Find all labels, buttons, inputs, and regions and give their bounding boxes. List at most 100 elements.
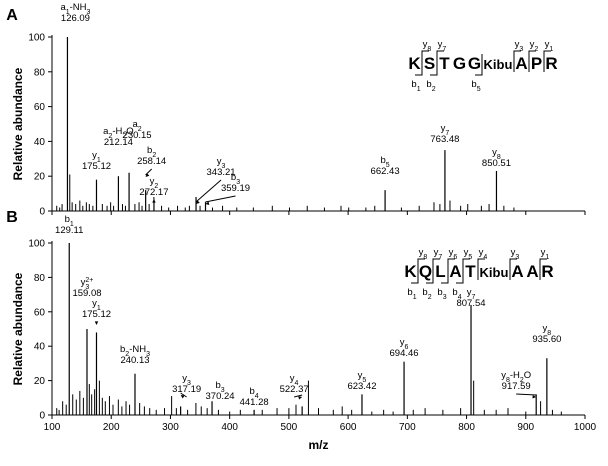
b-fragment-bracket bbox=[441, 262, 449, 284]
y-fragment-label: y1 bbox=[545, 39, 554, 53]
y-tick-label: 80 bbox=[34, 67, 46, 78]
peak-mz-label: 212.14 bbox=[104, 137, 133, 148]
peak-arrowhead bbox=[195, 200, 200, 204]
peak-ion-label: b5 bbox=[380, 155, 389, 169]
b-fragment-bracket bbox=[475, 54, 483, 76]
x-tick-label: 600 bbox=[340, 422, 357, 433]
peak-ion-label: a1-NH3 bbox=[60, 2, 90, 16]
panel-letter: A bbox=[6, 7, 18, 24]
y-fragment-bracket bbox=[513, 50, 521, 72]
peak-ion-label: y4 bbox=[290, 373, 299, 387]
y-tick-label: 0 bbox=[39, 411, 45, 422]
peak-ion-label: y1 bbox=[92, 150, 101, 164]
peak-mz-label: 917.59 bbox=[502, 381, 531, 392]
residue-q: Q bbox=[419, 262, 432, 281]
y-axis-title: Relative abundance bbox=[11, 272, 25, 385]
peak-mz-label: 623.42 bbox=[347, 381, 376, 392]
y-axis-title: Relative abundance bbox=[11, 67, 25, 180]
x-tick-label: 400 bbox=[221, 422, 238, 433]
b-fragment-label: b2 bbox=[422, 287, 431, 301]
residue-r: R bbox=[541, 262, 553, 281]
peak-ion-label: a2-H2O bbox=[103, 126, 134, 140]
peak-mz-label: 935.60 bbox=[532, 334, 561, 345]
peak-mz-label: 230.15 bbox=[123, 130, 152, 141]
peak-ion-label: b4 bbox=[250, 386, 259, 400]
y-fragment-label: y8 bbox=[423, 39, 432, 53]
peak-mz-label: 258.14 bbox=[137, 156, 166, 167]
residue-s: S bbox=[424, 54, 435, 73]
residue-l: L bbox=[435, 262, 445, 281]
peak-ion-label: y6 bbox=[400, 337, 409, 351]
peak-mz-label: 370.24 bbox=[206, 391, 235, 402]
residue-t: T bbox=[465, 262, 476, 281]
peak-arrow bbox=[195, 179, 222, 203]
peak-arrowhead bbox=[298, 396, 303, 400]
y-fragment-label: y6 bbox=[449, 247, 458, 261]
peak-mz-label: 763.48 bbox=[430, 134, 459, 145]
x-tick-label: 900 bbox=[517, 422, 534, 433]
residue-r: R bbox=[545, 54, 557, 73]
x-tick-label: 500 bbox=[281, 422, 298, 433]
b-fragment-label: b2 bbox=[426, 79, 435, 93]
residue-k: K bbox=[408, 54, 421, 73]
b-fragment-bracket bbox=[456, 262, 464, 284]
peak-ion-label: y1 bbox=[92, 298, 101, 312]
y-fragment-label: y5 bbox=[464, 247, 473, 261]
peak-arrowhead bbox=[532, 395, 537, 399]
panel-b: B 0 20 40 60 80 100 100 200 300 400 500 600 700 800 900… bbox=[6, 209, 596, 452]
y-fragment-label: y3 bbox=[515, 39, 524, 53]
x-tick-label: 200 bbox=[103, 422, 120, 433]
y-tick-label: 20 bbox=[34, 172, 46, 183]
residue-a: A bbox=[515, 54, 527, 73]
peak-ion-label: y8 bbox=[543, 323, 552, 337]
y-tick-label: 20 bbox=[34, 376, 46, 387]
residue-a: A bbox=[511, 262, 523, 281]
residue-p: P bbox=[531, 54, 542, 73]
peak-ion-label: y2 bbox=[150, 176, 159, 190]
peak-ion-label: y5 bbox=[358, 370, 367, 384]
residue-kibu: Kibu bbox=[480, 265, 509, 280]
x-tick-label: 300 bbox=[162, 422, 179, 433]
panel-letter: B bbox=[6, 209, 18, 226]
b-fragment-bracket bbox=[426, 262, 434, 284]
y-fragment-label: y2 bbox=[530, 39, 539, 53]
peak-mz-label: 272.17 bbox=[139, 187, 168, 198]
y-fragment-label: y4 bbox=[479, 247, 488, 261]
peak-arrowhead bbox=[180, 395, 185, 399]
residue-a: A bbox=[526, 262, 538, 281]
y-fragment-label: y8 bbox=[419, 247, 428, 261]
y-fragment-bracket bbox=[539, 258, 547, 280]
peak-arrow bbox=[180, 392, 187, 398]
residue-t: T bbox=[439, 54, 450, 73]
peak-mz-label: 662.43 bbox=[371, 166, 400, 177]
peak-arrow bbox=[205, 195, 236, 203]
y-tick-label: 80 bbox=[34, 273, 46, 284]
y-fragment-bracket bbox=[477, 258, 485, 280]
peak-mz-label: 359.19 bbox=[221, 183, 250, 194]
peak-ion-label: b1 bbox=[65, 214, 74, 228]
residue-kibu: Kibu bbox=[484, 57, 513, 72]
peak-mz-label: 441.28 bbox=[240, 397, 269, 408]
peak-mz-label: 240.13 bbox=[120, 355, 149, 366]
peak-ion-label: b3 bbox=[231, 172, 240, 186]
y-tick-label: 100 bbox=[28, 239, 45, 250]
y-fragment-label: y7 bbox=[438, 39, 447, 53]
peak-mz-label: 343.21 bbox=[207, 167, 236, 178]
peak-ion-label: y7 bbox=[467, 287, 476, 301]
peak-mz-label: 522.37 bbox=[280, 384, 309, 395]
y-fragment-bracket bbox=[528, 50, 536, 72]
y-fragment-bracket bbox=[543, 50, 551, 72]
peak-ion-label: b2 bbox=[147, 145, 156, 159]
peak-ion-label: y3 bbox=[182, 373, 191, 387]
peak-mz-label: 694.46 bbox=[390, 348, 419, 359]
peak-arrow bbox=[145, 168, 153, 176]
residue-g: G bbox=[453, 54, 466, 73]
residue-k: K bbox=[404, 262, 417, 281]
peak-arrowhead bbox=[94, 321, 99, 325]
b-fragment-bracket bbox=[415, 54, 423, 76]
b-fragment-label: b3 bbox=[437, 287, 446, 301]
residue-g: G bbox=[468, 54, 481, 73]
peak-arrowhead bbox=[145, 173, 150, 177]
peak-ion-label: y8-H2O bbox=[501, 370, 531, 384]
